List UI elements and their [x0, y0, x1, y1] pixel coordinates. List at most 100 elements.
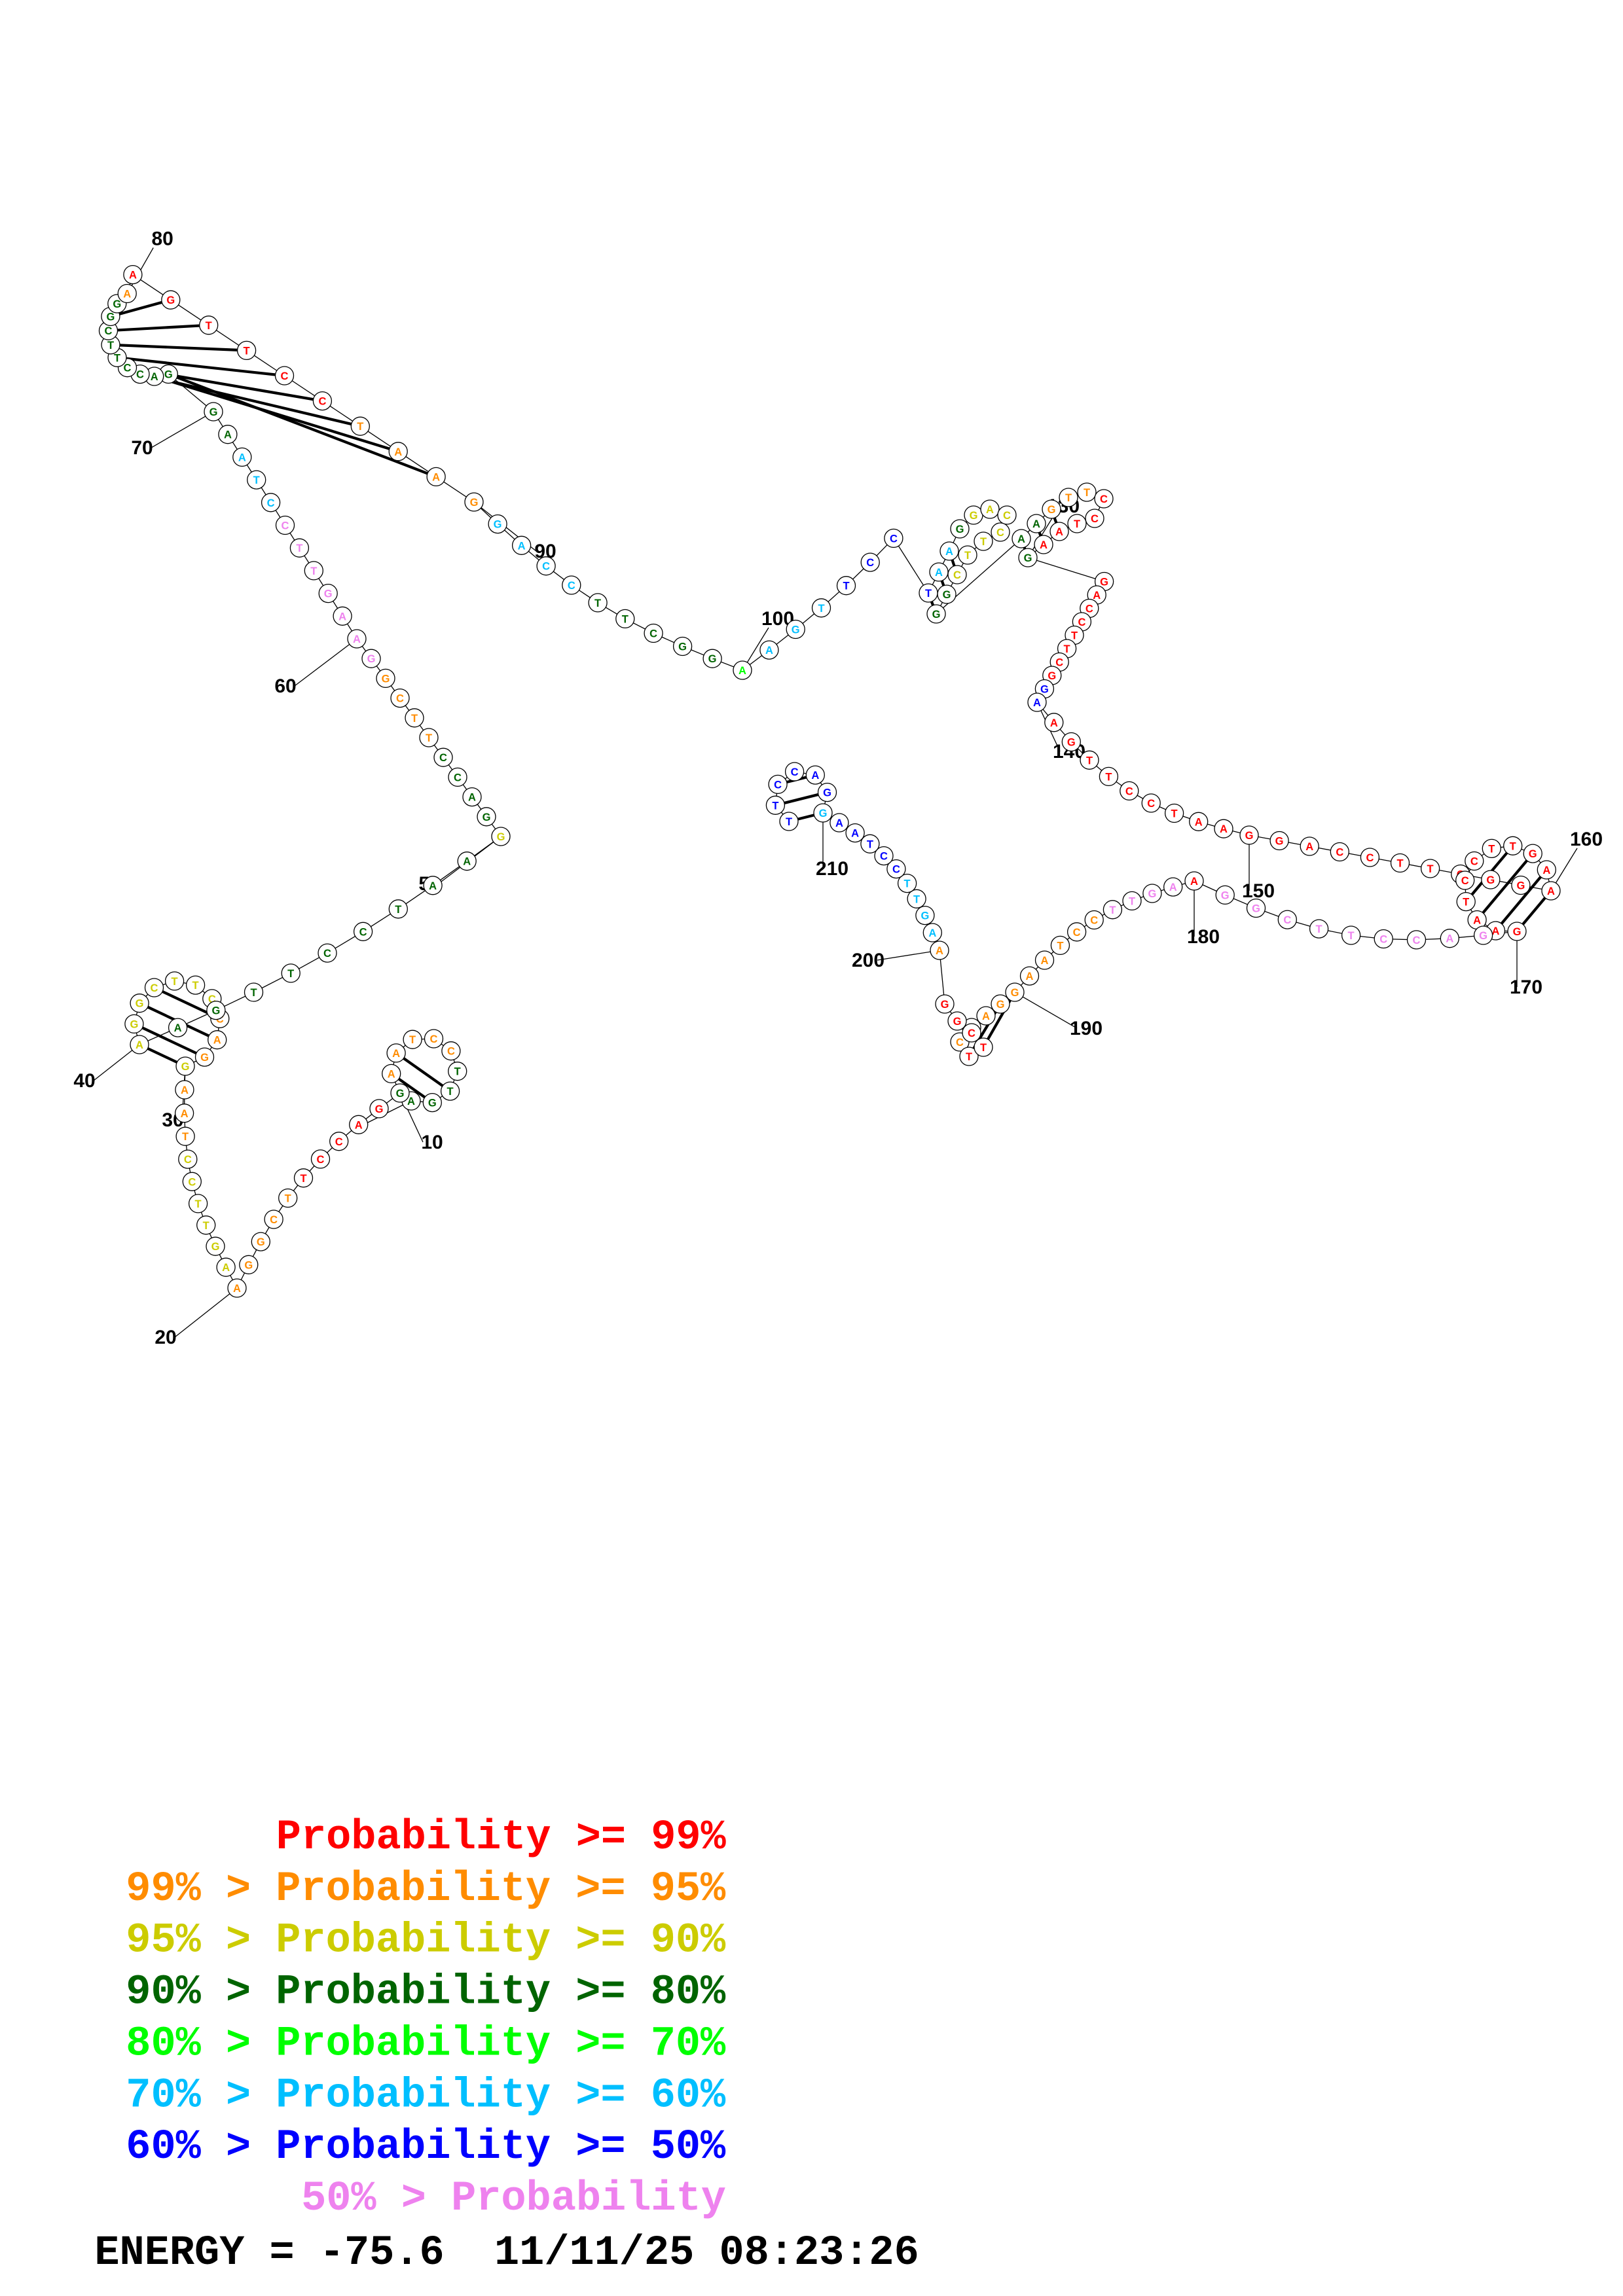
svg-text:A: A	[1473, 915, 1481, 927]
svg-text:T: T	[1105, 771, 1112, 783]
svg-text:T: T	[409, 1034, 416, 1046]
svg-text:T: T	[300, 1173, 306, 1185]
svg-text:C: C	[1085, 603, 1093, 615]
svg-text:G: G	[211, 1241, 220, 1253]
svg-text:G: G	[823, 787, 831, 799]
svg-text:C: C	[1073, 927, 1081, 939]
svg-text:G: G	[324, 588, 333, 600]
svg-text:C: C	[124, 363, 132, 374]
svg-text:C: C	[542, 561, 550, 573]
svg-text:G: G	[164, 369, 173, 381]
svg-text:A: A	[222, 1262, 230, 1274]
svg-text:T: T	[357, 421, 363, 433]
svg-text:G: G	[210, 406, 218, 418]
svg-text:T: T	[395, 904, 401, 916]
svg-text:G: G	[136, 998, 144, 1010]
svg-text:A: A	[765, 645, 773, 656]
svg-text:G: G	[130, 1018, 138, 1030]
svg-text:C: C	[1078, 617, 1085, 628]
svg-text:A: A	[429, 880, 437, 892]
svg-text:T: T	[1074, 518, 1080, 530]
svg-text:A: A	[213, 1035, 221, 1047]
svg-text:C: C	[136, 369, 144, 381]
svg-text:C: C	[968, 1028, 976, 1039]
svg-text:G: G	[1516, 880, 1525, 892]
svg-text:A: A	[851, 828, 859, 840]
svg-text:A: A	[1026, 971, 1034, 982]
svg-text:C: C	[892, 864, 900, 876]
svg-text:T: T	[1348, 930, 1355, 942]
svg-text:T: T	[195, 1198, 202, 1210]
svg-text:T: T	[913, 893, 920, 905]
svg-text:G: G	[941, 999, 949, 1011]
svg-text:A: A	[835, 817, 843, 829]
svg-text:20: 20	[155, 1327, 176, 1348]
svg-text:G: G	[1048, 670, 1056, 682]
svg-text:G: G	[1529, 848, 1537, 860]
svg-text:70% > Probability >= 60%: 70% > Probability >= 60%	[126, 2072, 726, 2119]
svg-text:G: G	[428, 1098, 437, 1109]
svg-text:G: G	[1252, 903, 1260, 915]
svg-text:T: T	[253, 475, 260, 486]
svg-text:A: A	[353, 634, 361, 645]
svg-text:A: A	[136, 1039, 143, 1051]
svg-text:C: C	[323, 948, 331, 960]
svg-text:T: T	[192, 980, 199, 992]
svg-text:C: C	[430, 1033, 438, 1045]
svg-text:T: T	[1510, 840, 1516, 852]
svg-text:A: A	[355, 1119, 363, 1131]
svg-text:C: C	[105, 325, 113, 337]
svg-text:G: G	[470, 497, 479, 509]
svg-text:150: 150	[1242, 880, 1275, 902]
svg-text:G: G	[921, 910, 929, 922]
svg-text:G: G	[181, 1061, 190, 1073]
svg-text:C: C	[1336, 847, 1343, 859]
svg-text:A: A	[463, 856, 471, 868]
svg-text:G: G	[970, 510, 978, 522]
svg-text:C: C	[880, 851, 888, 863]
svg-text:A: A	[1093, 590, 1101, 601]
svg-text:T: T	[426, 732, 432, 744]
svg-text:A: A	[392, 1048, 400, 1060]
svg-text:50% > Probability: 50% > Probability	[301, 2176, 726, 2223]
svg-text:A: A	[388, 1068, 395, 1080]
svg-text:A: A	[1040, 539, 1048, 551]
svg-text:90% > Probability >= 80%: 90% > Probability >= 80%	[126, 1969, 726, 2017]
svg-text:C: C	[281, 370, 289, 382]
svg-text:A: A	[982, 1011, 990, 1022]
svg-text:A: A	[174, 1022, 182, 1034]
svg-text:G: G	[1513, 926, 1522, 938]
svg-text:A: A	[928, 927, 936, 939]
svg-text:C: C	[1100, 493, 1108, 505]
svg-text:G: G	[1067, 737, 1076, 749]
svg-text:G: G	[200, 1052, 209, 1064]
svg-text:T: T	[285, 1193, 291, 1205]
svg-text:A: A	[1033, 697, 1041, 709]
svg-text:G: G	[1486, 874, 1495, 886]
svg-text:95% > Probability >= 90%: 95% > Probability >= 90%	[126, 1918, 726, 1965]
svg-text:C: C	[151, 982, 158, 994]
svg-text:C: C	[335, 1136, 343, 1148]
svg-text:A: A	[1055, 526, 1063, 538]
svg-text:A: A	[1305, 841, 1313, 853]
svg-text:G: G	[113, 298, 121, 310]
svg-text:80% > Probability >= 70%: 80% > Probability >= 70%	[126, 2021, 726, 2068]
svg-text:C: C	[866, 557, 874, 569]
svg-text:T: T	[1129, 895, 1135, 907]
svg-text:C: C	[1413, 935, 1421, 946]
svg-text:A: A	[238, 452, 246, 463]
svg-text:G: G	[1221, 889, 1230, 901]
svg-text:C: C	[1055, 657, 1063, 669]
svg-text:T: T	[1086, 755, 1093, 766]
svg-text:170: 170	[1510, 977, 1542, 998]
svg-text:T: T	[1084, 487, 1090, 499]
svg-text:T: T	[925, 588, 932, 600]
svg-text:A: A	[1050, 717, 1058, 729]
svg-text:G: G	[1011, 987, 1019, 999]
svg-text:T: T	[411, 713, 418, 725]
svg-text:T: T	[454, 1066, 461, 1078]
svg-text:C: C	[1125, 785, 1133, 797]
svg-text:80: 80	[152, 228, 173, 250]
svg-text:C: C	[1147, 798, 1155, 810]
svg-text:T: T	[1463, 897, 1469, 908]
